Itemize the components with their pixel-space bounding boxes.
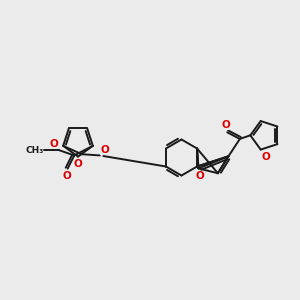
Text: O: O bbox=[74, 159, 82, 169]
Text: O: O bbox=[262, 152, 270, 162]
Text: CH₃: CH₃ bbox=[25, 146, 43, 154]
Text: O: O bbox=[196, 171, 204, 182]
Text: O: O bbox=[222, 120, 231, 130]
Text: O: O bbox=[100, 145, 109, 154]
Text: O: O bbox=[50, 139, 58, 148]
Text: O: O bbox=[63, 171, 71, 181]
